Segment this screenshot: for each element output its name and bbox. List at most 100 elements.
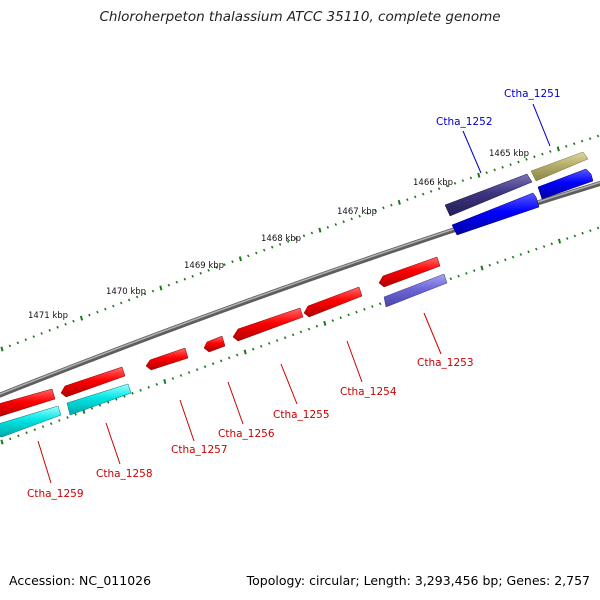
reverse-tick-8 (66, 416, 69, 419)
reverse-tick-68 (542, 245, 546, 248)
forward-tick-28 (223, 263, 226, 267)
reverse-tick-35 (283, 336, 287, 340)
reverse-tick-5 (41, 425, 45, 429)
tick-row-reverse (0, 226, 600, 445)
reverse-tick-72 (573, 234, 577, 238)
reverse-tick-37 (299, 330, 303, 334)
forward-tick-1 (8, 344, 12, 348)
forward-tick-22 (175, 280, 179, 284)
reverse-tick-29 (235, 353, 239, 357)
forward-tick-68 (541, 152, 544, 156)
reverse-tick-22 (179, 374, 183, 377)
gene-ctha-1259[interactable]: Ctha_1259 (0, 388, 84, 500)
gene-ctha-1251-b[interactable] (537, 168, 594, 200)
reverse-tick-39 (315, 324, 319, 328)
reverse-tick-47 (378, 302, 382, 306)
gene-ctha-1252-b-arrow (451, 192, 540, 236)
gene-ctha-1258-b-arrow (66, 383, 132, 416)
gene-ctha-1254[interactable]: Ctha_1254 (303, 286, 397, 398)
gene-ctha-1252[interactable]: Ctha_1252 (436, 116, 533, 217)
forward-tick-49 (390, 203, 393, 207)
forward-tick-58 (461, 179, 465, 183)
reverse-tick-44 (355, 310, 358, 314)
forward-tick-70 (556, 146, 560, 152)
reverse-tick-66 (527, 250, 530, 254)
reverse-tick-31 (251, 347, 255, 351)
forward-tick-67 (533, 155, 536, 159)
forward-tick-66 (525, 157, 528, 161)
reverse-tick-21 (171, 377, 175, 380)
gene-ctha-1257[interactable]: Ctha_1257 (145, 347, 228, 456)
gene-ctha-1258-arrow (60, 366, 126, 398)
gene-ctha-1253-arrow (378, 256, 441, 288)
forward-tick-44 (350, 217, 353, 221)
gene-ctha-1251[interactable]: Ctha_1251 (504, 88, 589, 182)
forward-tick-45 (358, 214, 361, 218)
forward-tick-50 (397, 199, 401, 205)
reverse-tick-16 (131, 391, 134, 395)
reverse-tick-11 (90, 406, 94, 410)
reverse-tick-27 (219, 359, 223, 363)
gene-ctha-1252-b[interactable] (451, 192, 540, 236)
gene-ctha-1257-label: Ctha_1257 (171, 444, 228, 456)
forward-tick-52 (413, 195, 417, 199)
tick-row-forward (0, 134, 600, 352)
reverse-tick-60 (480, 265, 484, 271)
forward-tick-63 (501, 165, 504, 169)
reverse-tick-63 (504, 258, 507, 262)
forward-tick-7 (56, 325, 59, 329)
reverse-tick-34 (275, 339, 279, 342)
reverse-tick-1 (8, 437, 12, 441)
gene-ctha-1253-leader (423, 312, 442, 355)
forward-tick-19 (151, 289, 155, 293)
reverse-tick-69 (550, 242, 554, 246)
forward-tick-30 (238, 256, 242, 262)
gene-ctha-1255-arrow (232, 307, 304, 342)
reverse-tick-3 (25, 431, 28, 435)
reverse-tick-64 (511, 255, 515, 259)
gene-ctha-1252-label: Ctha_1252 (436, 116, 493, 128)
gene-ctha-1255-leader (280, 363, 298, 405)
reverse-tick-6 (49, 422, 53, 426)
forward-tick-33 (262, 248, 266, 252)
tick-label-1467: 1467 kbp (337, 207, 377, 217)
forward-tick-62 (493, 168, 496, 172)
forward-tick-61 (485, 171, 488, 175)
gene-ctha-1255[interactable]: Ctha_1255 (232, 307, 330, 421)
reverse-tick-24 (195, 368, 199, 372)
gene-ctha-1256[interactable]: Ctha_1256 (203, 335, 275, 440)
forward-tick-26 (207, 268, 210, 272)
tick-label-1468: 1468 kbp (261, 234, 301, 244)
reverse-tick-7 (58, 419, 61, 422)
reverse-tick-71 (565, 237, 569, 240)
forward-tick-2 (16, 341, 20, 345)
forward-tick-38 (302, 234, 306, 238)
reverse-tick-70 (557, 238, 562, 244)
gene-ctha-1256-arrow (203, 335, 226, 353)
forward-tick-31 (247, 254, 250, 258)
forward-tick-74 (588, 137, 592, 141)
forward-tick-32 (255, 251, 258, 255)
forward-tick-54 (429, 189, 433, 193)
forward-tick-43 (342, 220, 345, 224)
forward-tick-40 (318, 227, 322, 233)
gene-ctha-1253[interactable]: Ctha_1253 (378, 256, 474, 369)
gene-ctha-1253-label: Ctha_1253 (417, 357, 474, 369)
reverse-tick-45 (363, 307, 366, 311)
gene-ctha-1253-b-arrow (383, 273, 448, 308)
reverse-tick-57 (457, 274, 460, 278)
reverse-tick-40 (323, 320, 327, 326)
forward-tick-47 (374, 209, 377, 213)
reverse-tick-33 (267, 341, 271, 345)
gene-ctha-1258-leader (105, 422, 121, 465)
genome-summary-text: Topology: circular; Length: 3,293,456 bp… (246, 573, 590, 588)
reverse-tick-59 (472, 269, 476, 273)
reverse-tick-12 (98, 403, 102, 407)
reverse-tick-56 (449, 277, 453, 281)
forward-tick-29 (231, 260, 234, 264)
forward-tick-20 (159, 285, 163, 291)
gene-ctha-1255-label: Ctha_1255 (273, 409, 330, 421)
gene-ctha-1258[interactable]: Ctha_1258 (60, 366, 153, 480)
reverse-tick-9 (74, 412, 77, 416)
